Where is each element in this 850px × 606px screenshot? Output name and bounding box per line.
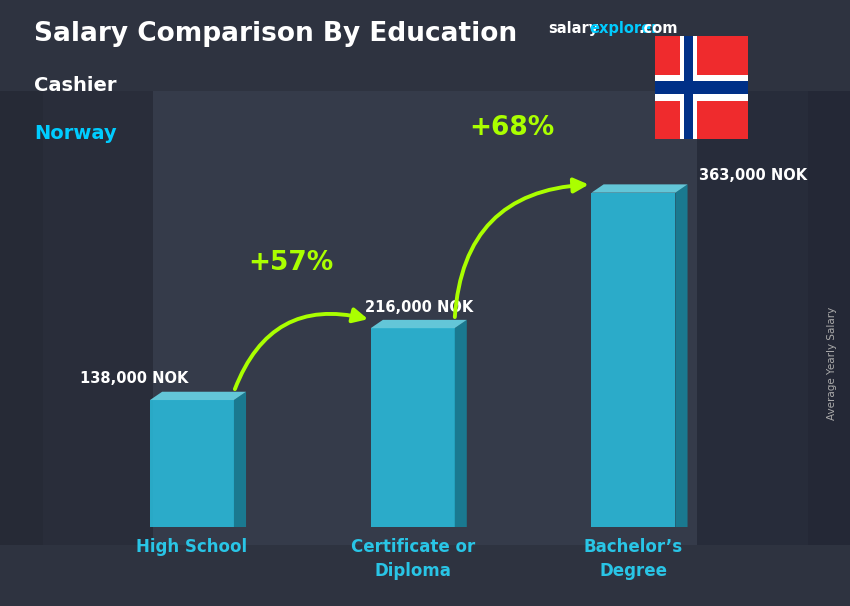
Text: Cashier: Cashier — [34, 76, 116, 95]
Text: explorer: explorer — [589, 21, 659, 36]
Bar — [654, 75, 748, 101]
Polygon shape — [150, 391, 246, 400]
Text: +68%: +68% — [469, 115, 555, 141]
Text: 363,000 NOK: 363,000 NOK — [699, 168, 807, 184]
Polygon shape — [234, 391, 246, 527]
Bar — [680, 36, 697, 139]
FancyArrowPatch shape — [235, 310, 364, 389]
Bar — [697, 91, 850, 545]
Text: +57%: +57% — [249, 250, 334, 276]
Text: Salary Comparison By Education: Salary Comparison By Education — [34, 21, 517, 47]
Polygon shape — [592, 184, 688, 193]
Polygon shape — [371, 320, 467, 328]
Text: Norway: Norway — [34, 124, 116, 143]
Polygon shape — [150, 400, 234, 527]
Text: salary: salary — [548, 21, 598, 36]
Text: .com: .com — [638, 21, 677, 36]
Bar — [0, 91, 153, 545]
Polygon shape — [592, 193, 676, 527]
Bar — [684, 36, 693, 139]
Bar — [654, 81, 748, 95]
Bar — [42, 91, 807, 545]
FancyArrowPatch shape — [455, 179, 585, 317]
Polygon shape — [455, 320, 467, 527]
Polygon shape — [371, 328, 455, 527]
Polygon shape — [676, 184, 688, 527]
Text: Average Yearly Salary: Average Yearly Salary — [827, 307, 837, 420]
Text: 138,000 NOK: 138,000 NOK — [81, 371, 189, 386]
Text: 216,000 NOK: 216,000 NOK — [365, 300, 473, 315]
